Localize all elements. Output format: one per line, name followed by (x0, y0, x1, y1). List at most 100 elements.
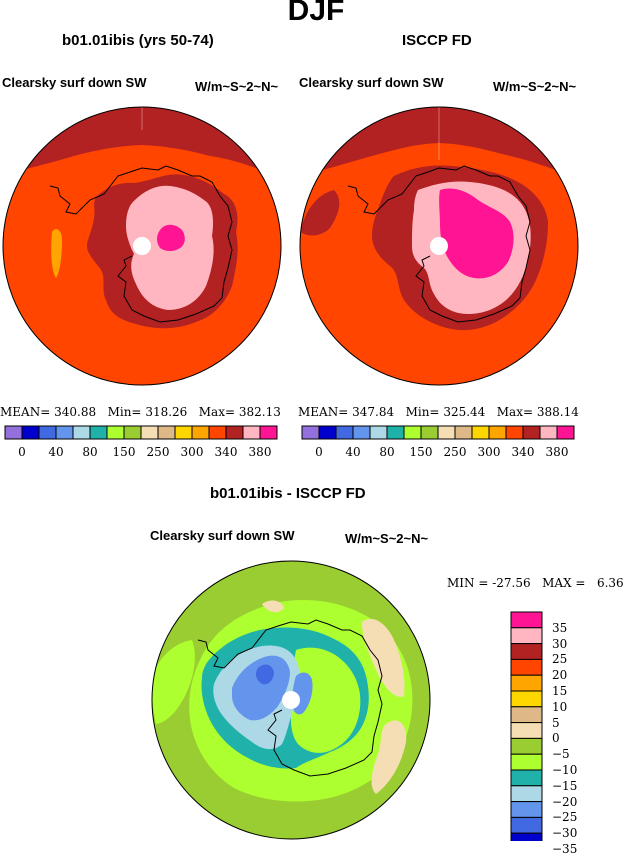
colorbar-box (242, 425, 261, 440)
panel-3-ice-sheet (290, 647, 361, 753)
colorbar-box (510, 801, 543, 818)
colorbar-tick-label: 10 (552, 699, 568, 714)
colorbar-tick-label: −5 (552, 747, 570, 762)
colorbar-box (510, 690, 543, 708)
panel-2-min: 325.44 (443, 405, 486, 419)
colorbar-box (4, 425, 23, 440)
panel-1-variable: Clearsky surf down SW (2, 75, 147, 90)
colorbar-box (510, 753, 543, 771)
panel-2-max-label: Max= (496, 405, 534, 419)
colorbar-tick-label: 40 (345, 445, 361, 459)
colorbar-box (471, 425, 490, 440)
panel-2-coastline (347, 165, 531, 323)
panel-1-max: 382.13 (238, 405, 281, 419)
panel-3-variable: Clearsky surf down SW (150, 528, 295, 543)
panel-2-units: W/m~S~2~N~ (493, 79, 577, 94)
panel-2-mean-label: MEAN= (298, 405, 349, 419)
figure-title: DJF (287, 0, 345, 27)
panel-2-border (299, 106, 579, 386)
colorbar-tick-label: 80 (379, 445, 395, 459)
panel-3-pos-patch-c (262, 600, 284, 613)
panel-3-pos-patch-a (362, 618, 405, 697)
colorbar-tick-label: −35 (552, 842, 578, 856)
panel-2-max: 388.14 (536, 405, 579, 419)
colorbar-box (21, 425, 40, 440)
colorbar-box (106, 425, 125, 440)
colorbar-tick-label: 380 (248, 445, 272, 459)
panel-1-border (2, 106, 282, 386)
panel-2-plateau-core (439, 188, 514, 279)
colorbar-box (539, 425, 558, 440)
colorbar-box (259, 425, 278, 440)
colorbar-tick-label: −25 (552, 810, 578, 825)
colorbar-tick-label: −10 (552, 763, 578, 777)
colorbar-box (510, 769, 543, 787)
panel-1-coastline (49, 165, 233, 323)
colorbar-box (510, 643, 543, 660)
panel-3-neg-core-a (232, 655, 290, 721)
colorbar-box (225, 425, 244, 440)
colorbar-tick-label: 340 (511, 445, 535, 459)
colorbar-tick-label: 5 (552, 715, 560, 730)
panel-1-mean: 340.88 (54, 405, 97, 419)
panel-2-pole-hole (430, 237, 448, 255)
colorbar-tick-label: −30 (552, 826, 578, 841)
panel-2-variable: Clearsky surf down SW (299, 75, 444, 90)
panel-1-map (3, 107, 281, 385)
colorbar-box (191, 425, 210, 440)
colorbar-tick-label: 380 (545, 445, 569, 459)
panel-3-border (151, 560, 431, 840)
panel-1-min: 318.26 (145, 405, 188, 419)
colorbar-box (140, 425, 159, 440)
colorbar-box (335, 425, 354, 440)
colorbar-box (510, 722, 543, 739)
colorbar-box (488, 425, 507, 440)
colorbar-box (454, 425, 473, 440)
colorbar-box (556, 425, 575, 440)
colorbar-tick-label: −20 (552, 794, 578, 809)
colorbar-box (369, 425, 388, 440)
colorbar-box (510, 706, 543, 724)
colorbar-box (318, 425, 337, 440)
colorbar-box (510, 737, 543, 755)
colorbar-box (72, 425, 91, 440)
colorbar-box (510, 611, 543, 629)
colorbar-tick-label: −15 (552, 778, 578, 793)
panel-2-map (300, 107, 578, 385)
colorbar-tick-label: 300 (477, 445, 501, 459)
colorbar-tick-label: 0 (552, 731, 560, 746)
panel-3-sea-ice-west (152, 640, 195, 724)
panel-3-colorbar (510, 611, 543, 841)
colorbar-box (510, 785, 543, 803)
colorbar-box (157, 425, 176, 440)
colorbar-box (403, 425, 422, 440)
colorbar-box (38, 425, 57, 440)
panel-2-title: ISCCP FD (402, 32, 472, 49)
colorbar-tick-label: 40 (48, 445, 64, 459)
panel-1-plateau-core (157, 224, 185, 251)
panel-3-neg-core-c (255, 664, 274, 685)
colorbar-box (437, 425, 456, 440)
panel-1-stats: MEAN= 340.88 Min= 318.26 Max= 382.13 (0, 405, 281, 419)
panel-3-map (152, 561, 430, 839)
panel-1-units: W/m~S~2~N~ (195, 79, 279, 94)
panel-2-stats: MEAN= 347.84 Min= 325.44 Max= 388.14 (298, 405, 579, 419)
panel-1-max-label: Max= (198, 405, 236, 419)
panel-3-max: 6.36 (596, 576, 624, 590)
panel-3-stats: MIN = -27.56 MAX = 6.36 (447, 576, 624, 590)
panel-3-min-label: MIN = (447, 576, 489, 590)
panel-1-colorbar (4, 425, 278, 440)
colorbar-box (510, 658, 543, 676)
panel-3-pole-hole (282, 691, 300, 709)
panel-2-colorbar (301, 425, 575, 440)
colorbar-box (123, 425, 142, 440)
colorbar-tick-label: 0 (18, 445, 26, 459)
colorbar-tick-label: 35 (552, 620, 568, 635)
colorbar-tick-label: 15 (552, 684, 568, 698)
panel-2-min-label: Min= (405, 405, 440, 419)
colorbar-box (174, 425, 193, 440)
colorbar-tick-label: 150 (409, 445, 433, 459)
panel-3-coastline (197, 619, 383, 777)
colorbar-box (301, 425, 320, 440)
